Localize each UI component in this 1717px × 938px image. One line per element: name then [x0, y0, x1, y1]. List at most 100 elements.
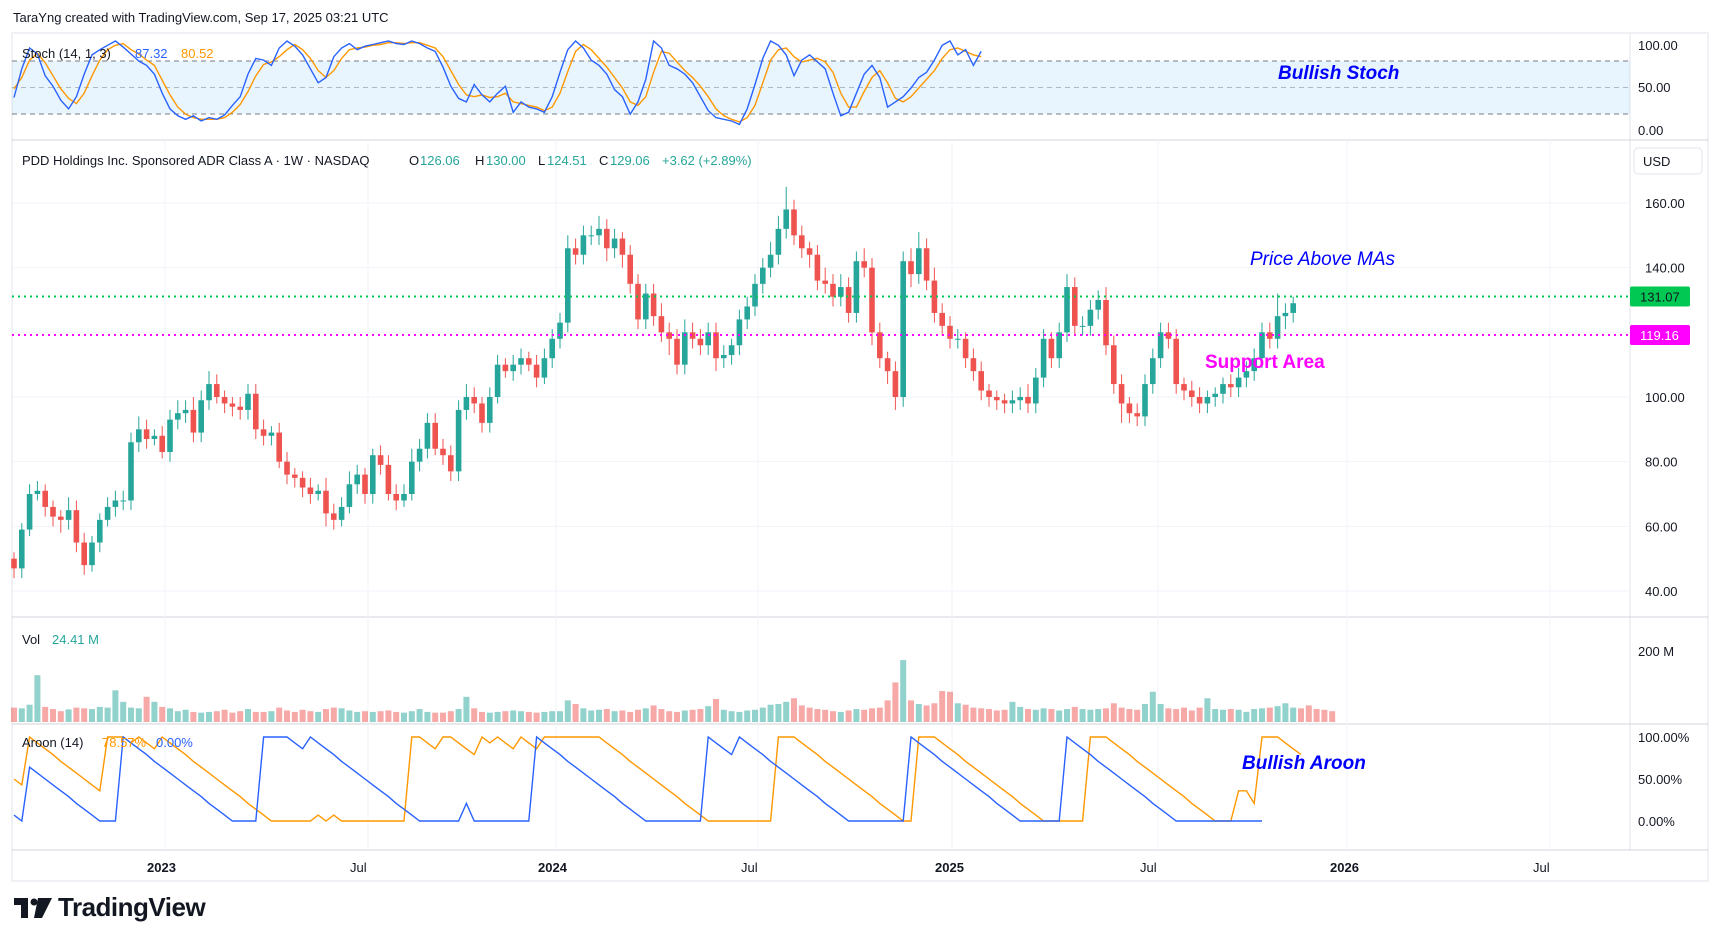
aroon-up-value: 78.57%	[102, 735, 147, 750]
candle	[1251, 348, 1257, 381]
candle	[619, 232, 626, 268]
volume-bar	[237, 711, 244, 722]
candle	[1142, 374, 1148, 427]
volume-pane[interactable]: Vol 24.41 M 200 M	[11, 632, 1674, 722]
candle	[713, 322, 719, 372]
candle	[1204, 390, 1211, 414]
volume-bar	[307, 711, 314, 722]
candle	[1103, 287, 1109, 355]
price-tick-label: 60.00	[1645, 519, 1678, 534]
candle	[674, 329, 680, 375]
volume-bar	[1064, 709, 1070, 722]
volume-bar	[549, 711, 556, 722]
candle	[323, 477, 329, 527]
volume-bar	[674, 711, 680, 722]
candle	[136, 416, 142, 452]
volume-bar	[1149, 691, 1156, 722]
volume-bar	[1048, 709, 1055, 722]
price-pane[interactable]: PDD Holdings Inc. Sponsored ADR Class A …	[11, 147, 1703, 599]
candle	[1220, 377, 1226, 404]
volume-bar	[1009, 701, 1016, 722]
volume-bar	[1243, 711, 1250, 722]
volume-bar	[346, 710, 353, 722]
volume-bar	[42, 706, 49, 722]
candle	[89, 536, 95, 572]
candle	[1235, 367, 1242, 397]
candle	[1040, 329, 1047, 388]
volume-bar	[767, 704, 774, 722]
candle	[791, 199, 797, 246]
volume-bar	[276, 707, 283, 722]
volume-bar	[572, 704, 579, 722]
candle	[50, 500, 56, 527]
volume-bar	[369, 711, 376, 722]
candle	[666, 322, 672, 355]
candle	[58, 510, 64, 533]
volume-bar	[112, 690, 119, 722]
volume-bar	[447, 711, 454, 722]
stochastic-pane[interactable]: Stoch (14, 1, 3) 87.32 80.52 Bullish Sto…	[12, 38, 1678, 138]
volume-bar	[1259, 708, 1265, 722]
candle	[1157, 322, 1164, 368]
volume-bar	[510, 710, 517, 722]
time-tick-jul-2024: Jul	[741, 860, 758, 875]
volume-bar	[11, 707, 17, 722]
volume-bar	[931, 703, 938, 722]
time-axis[interactable]: 2023 Jul 2024 Jul 2025 Jul 2026 Jul	[147, 860, 1550, 875]
volume-bar	[900, 660, 907, 722]
candle	[565, 235, 571, 333]
volume-bar	[603, 709, 610, 722]
candle	[689, 322, 696, 349]
currency-button[interactable]: USD	[1633, 147, 1703, 175]
volume-bar	[908, 700, 914, 722]
volume-bar	[81, 708, 88, 722]
tradingview-logo[interactable]: TradingView	[14, 892, 206, 923]
candle	[596, 215, 602, 246]
candle	[877, 322, 883, 368]
candle	[869, 257, 875, 346]
candle	[229, 397, 236, 417]
candle	[822, 267, 828, 294]
candle	[502, 358, 509, 378]
candle	[19, 523, 25, 579]
candle	[81, 532, 87, 575]
candle	[299, 471, 306, 498]
volume-bar	[1313, 709, 1320, 722]
candle	[705, 322, 711, 355]
volume-bar	[135, 708, 142, 722]
volume-bar	[915, 704, 922, 722]
aroon-pane[interactable]: Aroon (14) 78.57% 0.00% Bullish Aroon 10…	[13, 730, 1690, 829]
volume-bar	[213, 711, 220, 722]
volume-bar	[182, 709, 189, 722]
aroon-up-line	[13, 735, 1302, 822]
time-tick-2026: 2026	[1330, 860, 1359, 875]
volume-bar	[736, 711, 743, 722]
candle	[892, 361, 899, 410]
candle	[728, 338, 735, 365]
price-tick-label: 40.00	[1645, 584, 1678, 599]
volume-bar	[1282, 703, 1289, 722]
candle	[611, 228, 618, 258]
candle	[643, 283, 649, 330]
volume-bar	[713, 698, 719, 722]
volume-bar	[440, 712, 446, 722]
candle	[1134, 403, 1140, 427]
candle	[931, 267, 938, 323]
volume-bar	[323, 709, 329, 722]
candle	[1165, 322, 1172, 349]
volume-bar	[814, 709, 821, 722]
candle	[767, 241, 774, 278]
candle	[1290, 296, 1296, 323]
candle	[1181, 377, 1187, 401]
volume-bar	[18, 708, 25, 722]
candle	[26, 484, 33, 537]
volume-bar	[1227, 709, 1234, 722]
stoch-d-line	[13, 42, 982, 123]
volume-bar	[884, 700, 891, 722]
candle	[744, 296, 750, 330]
volume-bar	[432, 712, 439, 722]
stoch-label: Stoch (14, 1, 3)	[22, 46, 111, 61]
candle	[128, 432, 134, 511]
volume-bar	[206, 711, 212, 722]
